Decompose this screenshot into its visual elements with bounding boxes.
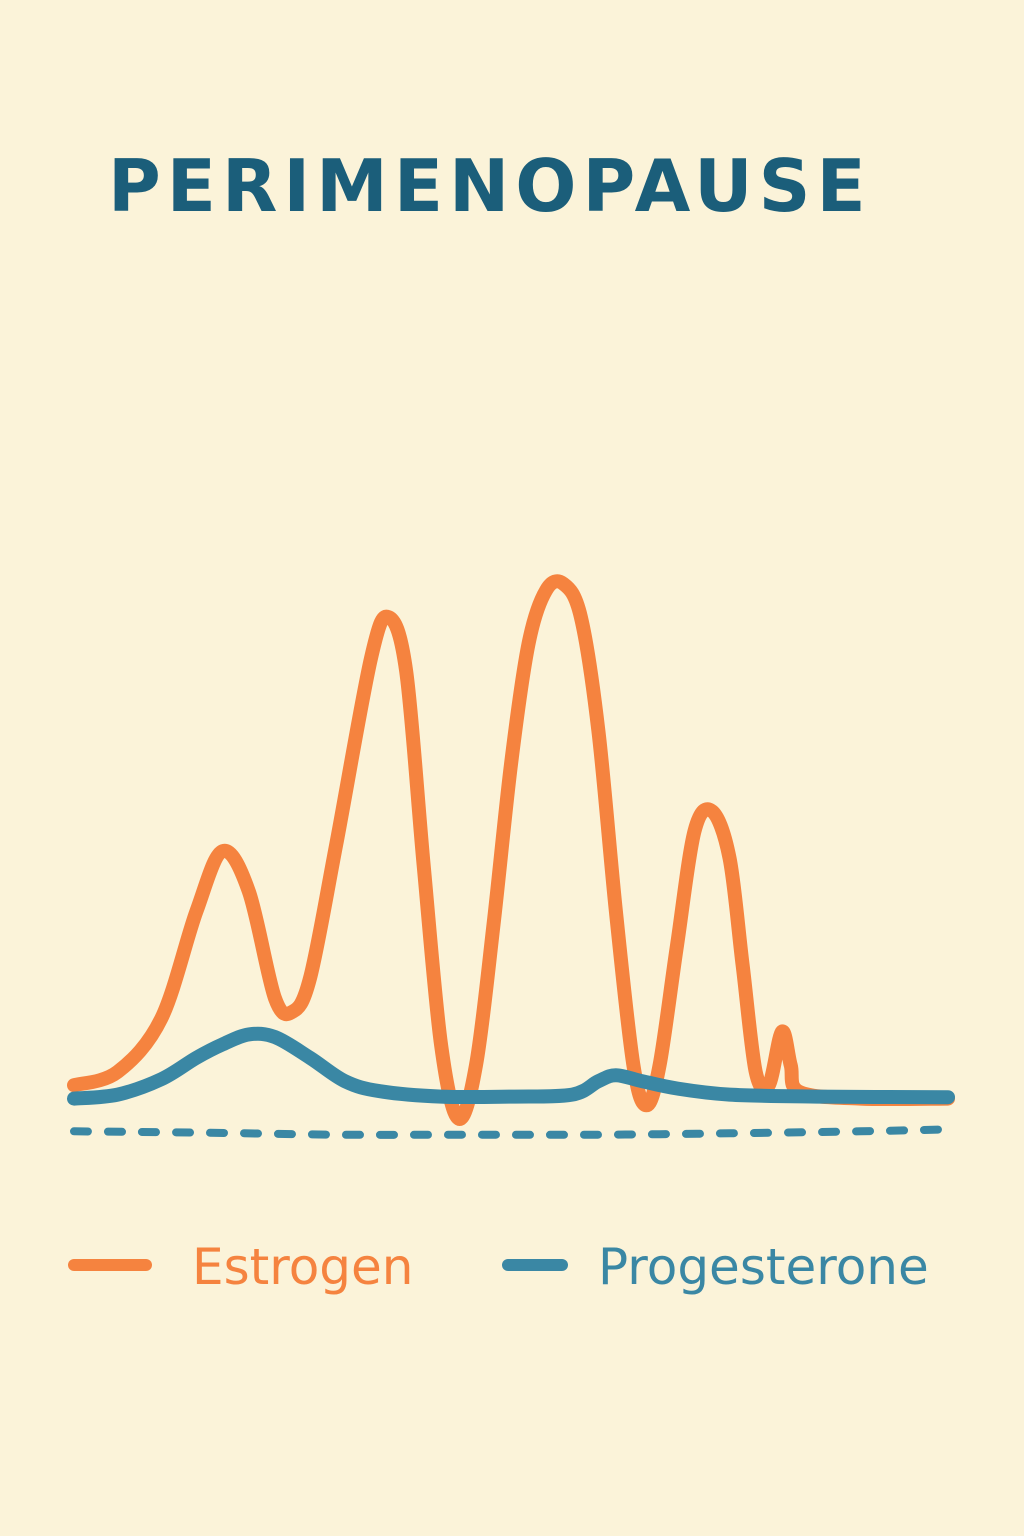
- legend-label-progesterone: Progesterone: [598, 1238, 929, 1296]
- series-line-estrogen: [67, 574, 955, 1126]
- series-line-dashed-baseline: [70, 1125, 952, 1139]
- chart-title: PERIMENOPAUSE: [108, 144, 872, 228]
- series-layer: [67, 574, 955, 1139]
- legend: Estrogen Progesterone: [68, 1238, 929, 1296]
- legend-label-estrogen: Estrogen: [192, 1238, 413, 1296]
- series-line-progesterone: [67, 1026, 955, 1106]
